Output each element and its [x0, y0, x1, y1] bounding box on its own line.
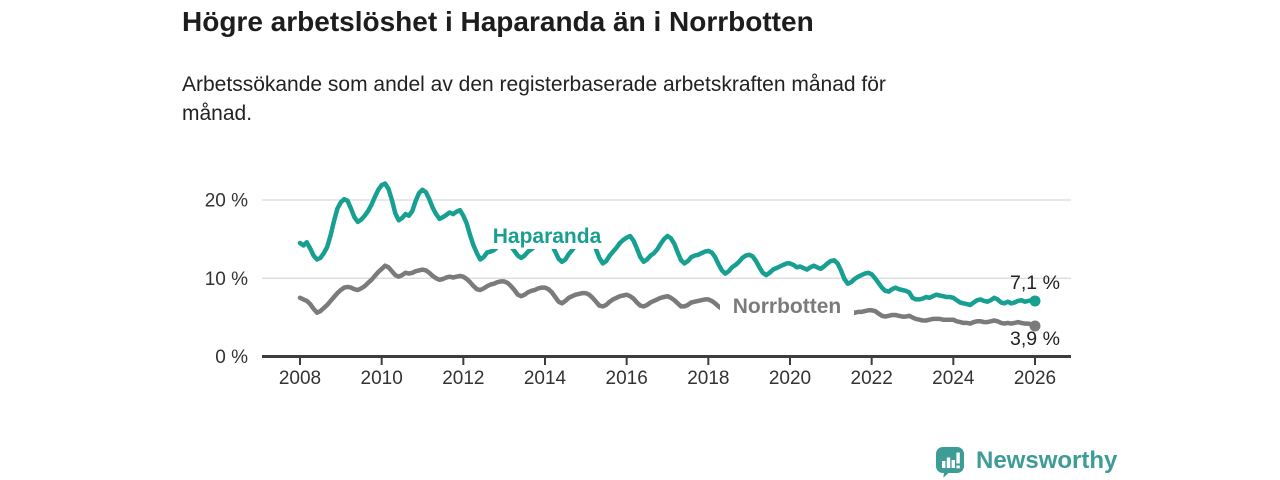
x-tick-label: 2026	[1014, 368, 1056, 389]
newsworthy-logo-icon	[936, 447, 964, 478]
y-tick-label: 20 %	[205, 191, 248, 212]
x-tick-label: 2020	[769, 368, 811, 389]
x-tick-label: 2016	[606, 368, 648, 389]
chart-title: Högre arbetslöshet i Haparanda än i Norr…	[182, 6, 814, 37]
x-tick-label: 2008	[279, 368, 321, 389]
newsworthy-logo-text: Newsworthy	[976, 447, 1118, 474]
series-label-mask-norrbotten	[720, 294, 854, 319]
y-tick-label: 0 %	[215, 347, 248, 368]
chart-subtitle-line-2: månad.	[182, 102, 253, 125]
series-label-haparanda: Haparanda	[493, 225, 602, 248]
chart-subtitle-line-1: Arbetssökande som andel av den registerb…	[182, 73, 886, 96]
x-tick-label: 2010	[361, 368, 403, 389]
chart-subtitle: Arbetssökande som andel av den registerb…	[182, 70, 886, 128]
series-label-mask-haparanda	[482, 222, 612, 249]
series-line-haparanda	[297, 181, 1038, 308]
end-value-label-haparanda: 7,1 %	[1010, 272, 1060, 294]
x-tick-label: 2024	[932, 368, 975, 389]
x-tick-label: 2018	[687, 368, 729, 389]
x-tick-label: 2022	[851, 368, 893, 389]
x-tick-label: 2012	[442, 368, 484, 389]
end-dot-haparanda	[1029, 295, 1041, 307]
y-tick-label: 10 %	[205, 269, 248, 290]
series-line-norrbotten	[297, 263, 1038, 329]
series-label-norrbotten: Norrbotten	[733, 295, 842, 318]
end-dot-norrbotten	[1029, 320, 1041, 332]
end-value-label-norrbotten: 3,9 %	[1010, 328, 1060, 350]
x-tick-label: 2014	[524, 368, 567, 389]
newsworthy-logo: Newsworthy	[933, 444, 1117, 478]
